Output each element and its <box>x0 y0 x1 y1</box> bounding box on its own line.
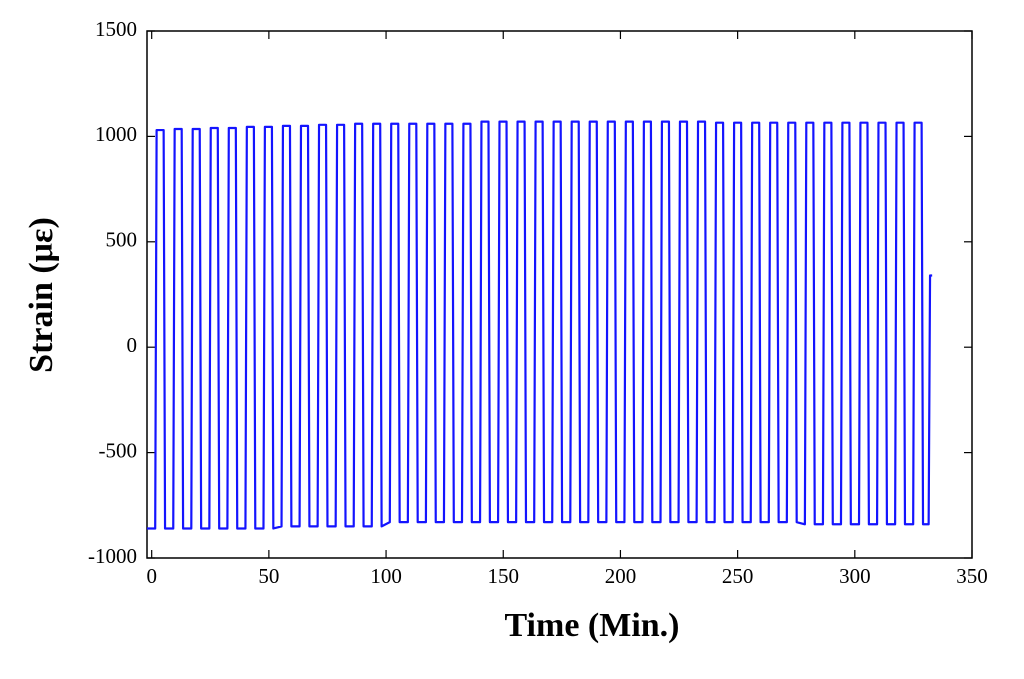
x-axis-label: Time (Min.) <box>504 607 679 644</box>
y-axis-label: Strain (με) <box>23 217 60 373</box>
x-tick-label: 300 <box>839 564 871 588</box>
y-tick-label: -1000 <box>88 544 137 568</box>
plot-frame <box>146 30 973 559</box>
x-tick-label: 350 <box>956 564 988 588</box>
y-tick-label: 1000 <box>95 122 137 146</box>
x-tick-label: 250 <box>722 564 754 588</box>
y-tick-label: 0 <box>127 333 138 357</box>
strain-line <box>147 120 933 530</box>
x-tick-label: 150 <box>488 564 520 588</box>
x-tick-label: 50 <box>258 564 279 588</box>
x-tick-label: 100 <box>370 564 402 588</box>
y-tick-label: 500 <box>106 228 138 252</box>
y-tick-label: 1500 <box>95 17 137 41</box>
x-tick-label: 0 <box>146 564 157 588</box>
x-tick-label: 200 <box>605 564 637 588</box>
y-tick-label: -500 <box>99 438 138 462</box>
